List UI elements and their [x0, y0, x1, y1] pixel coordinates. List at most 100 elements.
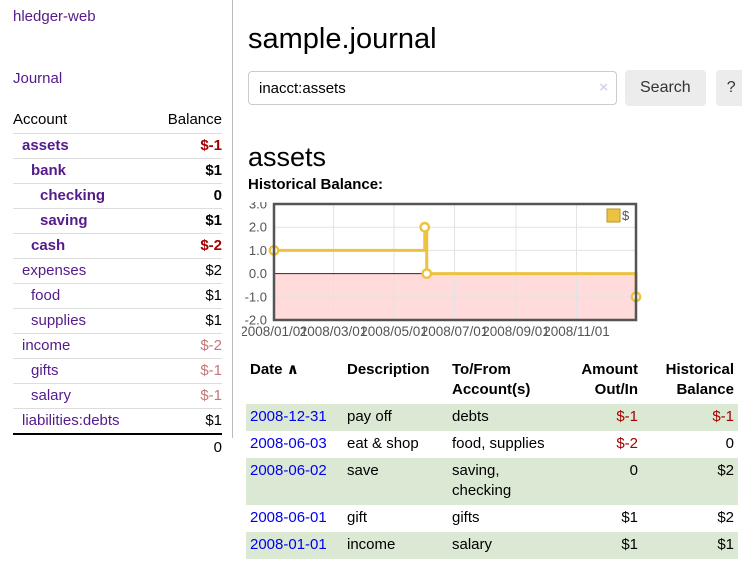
svg-text:-1.0: -1.0: [245, 289, 267, 304]
account-balance: $1: [205, 412, 222, 429]
sidebar-account-link[interactable]: bank: [31, 162, 67, 179]
sidebar-account-row: checking 0: [13, 183, 222, 208]
page-title: sample.journal: [248, 23, 437, 56]
account-balance: 0: [213, 187, 222, 204]
transaction-balance: $-1: [712, 408, 734, 425]
register-table: Date ∧ Description To/From Account(s) Am…: [246, 358, 738, 559]
account-column-header: Account: [13, 111, 68, 128]
transaction-accounts: gifts: [452, 509, 480, 526]
transaction-amount: $1: [621, 536, 638, 553]
search-input[interactable]: [248, 71, 617, 105]
transaction-amount: 0: [629, 462, 638, 479]
svg-text:$: $: [622, 208, 630, 223]
sidebar-account-link[interactable]: food: [31, 287, 61, 304]
date-column-header[interactable]: Date ∧: [246, 358, 343, 404]
transaction-date-link[interactable]: 2008-12-31: [250, 408, 327, 425]
transaction-date-link[interactable]: 2008-06-03: [250, 435, 327, 452]
sidebar-account-row: supplies $1: [13, 308, 222, 333]
svg-text:-2.0: -2.0: [245, 313, 267, 328]
sidebar-account-link[interactable]: supplies: [31, 312, 87, 329]
account-balance: $-2: [200, 337, 222, 354]
date-header-label: Date: [250, 361, 283, 378]
svg-text:2008/07/01: 2008/07/01: [421, 324, 489, 339]
transaction-accounts: debts: [452, 408, 489, 425]
transaction-accounts: food, supplies: [452, 435, 545, 452]
sidebar-account-row: saving $1: [13, 208, 222, 233]
transaction-description: pay off: [347, 408, 392, 425]
sidebar-account-row: assets $-1: [13, 133, 222, 158]
transaction-date-link[interactable]: 2008-06-02: [250, 462, 327, 479]
balance-column-header: Balance: [167, 111, 222, 128]
amount-column-header: Amount Out/In: [581, 361, 638, 398]
account-tree: assets $-1 bank $1 checking 0 saving $1 cash $-2 e…: [13, 133, 222, 433]
svg-text:2008/05/01: 2008/05/01: [360, 324, 428, 339]
account-balance: $-2: [200, 237, 222, 254]
account-balance: $-1: [200, 387, 222, 404]
account-balance: $1: [205, 287, 222, 304]
chart-title: Historical Balance:: [248, 176, 384, 193]
account-balance: $1: [205, 162, 222, 179]
sidebar-account-row: bank $1: [13, 158, 222, 183]
sidebar-account-link[interactable]: cash: [31, 237, 66, 254]
clear-search-icon[interactable]: ×: [599, 79, 608, 96]
register-row: 2008-06-01 gift gifts $1 $2: [246, 505, 738, 532]
svg-text:0.0: 0.0: [249, 266, 267, 281]
accounts-column-header: To/From Account(s): [452, 361, 531, 398]
sidebar-account-link[interactable]: assets: [22, 137, 69, 154]
register-row: 2008-01-01 income salary $1 $1: [246, 532, 738, 559]
svg-text:2008/09/01: 2008/09/01: [482, 324, 550, 339]
sidebar-item-journal[interactable]: Journal: [13, 70, 63, 87]
transaction-balance: 0: [725, 435, 734, 452]
sidebar-account-link[interactable]: income: [22, 337, 71, 354]
transaction-date-link[interactable]: 2008-01-01: [250, 536, 327, 553]
account-table-header: Account Balance: [13, 108, 222, 133]
transaction-balance: $2: [717, 462, 734, 479]
sidebar: hledger-web Journal Account Balance asse…: [0, 0, 233, 456]
svg-text:2008/03/01: 2008/03/01: [300, 324, 368, 339]
sidebar-total: 0: [13, 433, 222, 460]
account-balance: $2: [205, 262, 222, 279]
register-section: Date ∧ Description To/From Account(s) Am…: [246, 358, 740, 559]
transaction-balance: $2: [717, 509, 734, 526]
account-heading: assets: [248, 142, 327, 173]
transaction-amount: $1: [621, 509, 638, 526]
register-row: 2008-06-03 eat & shop food, supplies $-2 0: [246, 431, 738, 458]
sidebar-account-row: income $-2: [13, 333, 222, 358]
sidebar-account-row: salary $-1: [13, 383, 222, 408]
svg-text:1.0: 1.0: [249, 243, 267, 258]
account-balance: $1: [205, 312, 222, 329]
sidebar-account-link[interactable]: liabilities:debts: [22, 412, 120, 429]
search-form: × Search ?: [248, 70, 742, 106]
account-balance: $1: [205, 212, 222, 229]
transaction-description: save: [347, 462, 379, 479]
sidebar-account-link[interactable]: saving: [40, 212, 88, 229]
help-button[interactable]: ?: [715, 70, 742, 106]
sidebar-account-row: gifts $-1: [13, 358, 222, 383]
register-row: 2008-06-02 save saving, checking 0 $2: [246, 458, 738, 505]
sort-ascending-icon: ∧: [286, 361, 299, 378]
transaction-description: income: [347, 536, 396, 553]
sidebar-account-row: expenses $2: [13, 258, 222, 283]
balance-column-header: Historical Balance: [665, 361, 734, 398]
transaction-accounts: saving, checking: [452, 462, 512, 499]
app-brand-link[interactable]: hledger-web: [13, 8, 96, 25]
description-column-header: Description: [347, 361, 430, 378]
account-balance-table: Account Balance assets $-1 bank $1 checking 0…: [13, 108, 222, 460]
transaction-accounts: salary: [452, 536, 493, 553]
sidebar-account-row: food $1: [13, 283, 222, 308]
transaction-date-link[interactable]: 2008-06-01: [250, 509, 327, 526]
account-balance: $-1: [200, 137, 222, 154]
svg-text:2008/01/01: 2008/01/01: [242, 324, 308, 339]
sidebar-account-link[interactable]: salary: [31, 387, 72, 404]
svg-text:2008/11/01: 2008/11/01: [543, 324, 610, 339]
sidebar-account-link[interactable]: expenses: [22, 262, 87, 279]
account-balance: $-1: [200, 362, 222, 379]
search-button[interactable]: Search: [625, 70, 706, 106]
register-row: 2008-12-31 pay off debts $-1 $-1: [246, 404, 738, 431]
svg-text:3.0: 3.0: [249, 202, 267, 212]
sidebar-account-link[interactable]: gifts: [31, 362, 59, 379]
sidebar-account-row: cash $-2: [13, 233, 222, 258]
sidebar-account-link[interactable]: checking: [40, 187, 106, 204]
svg-text:2.0: 2.0: [249, 220, 267, 235]
transaction-amount: $-2: [616, 435, 638, 452]
